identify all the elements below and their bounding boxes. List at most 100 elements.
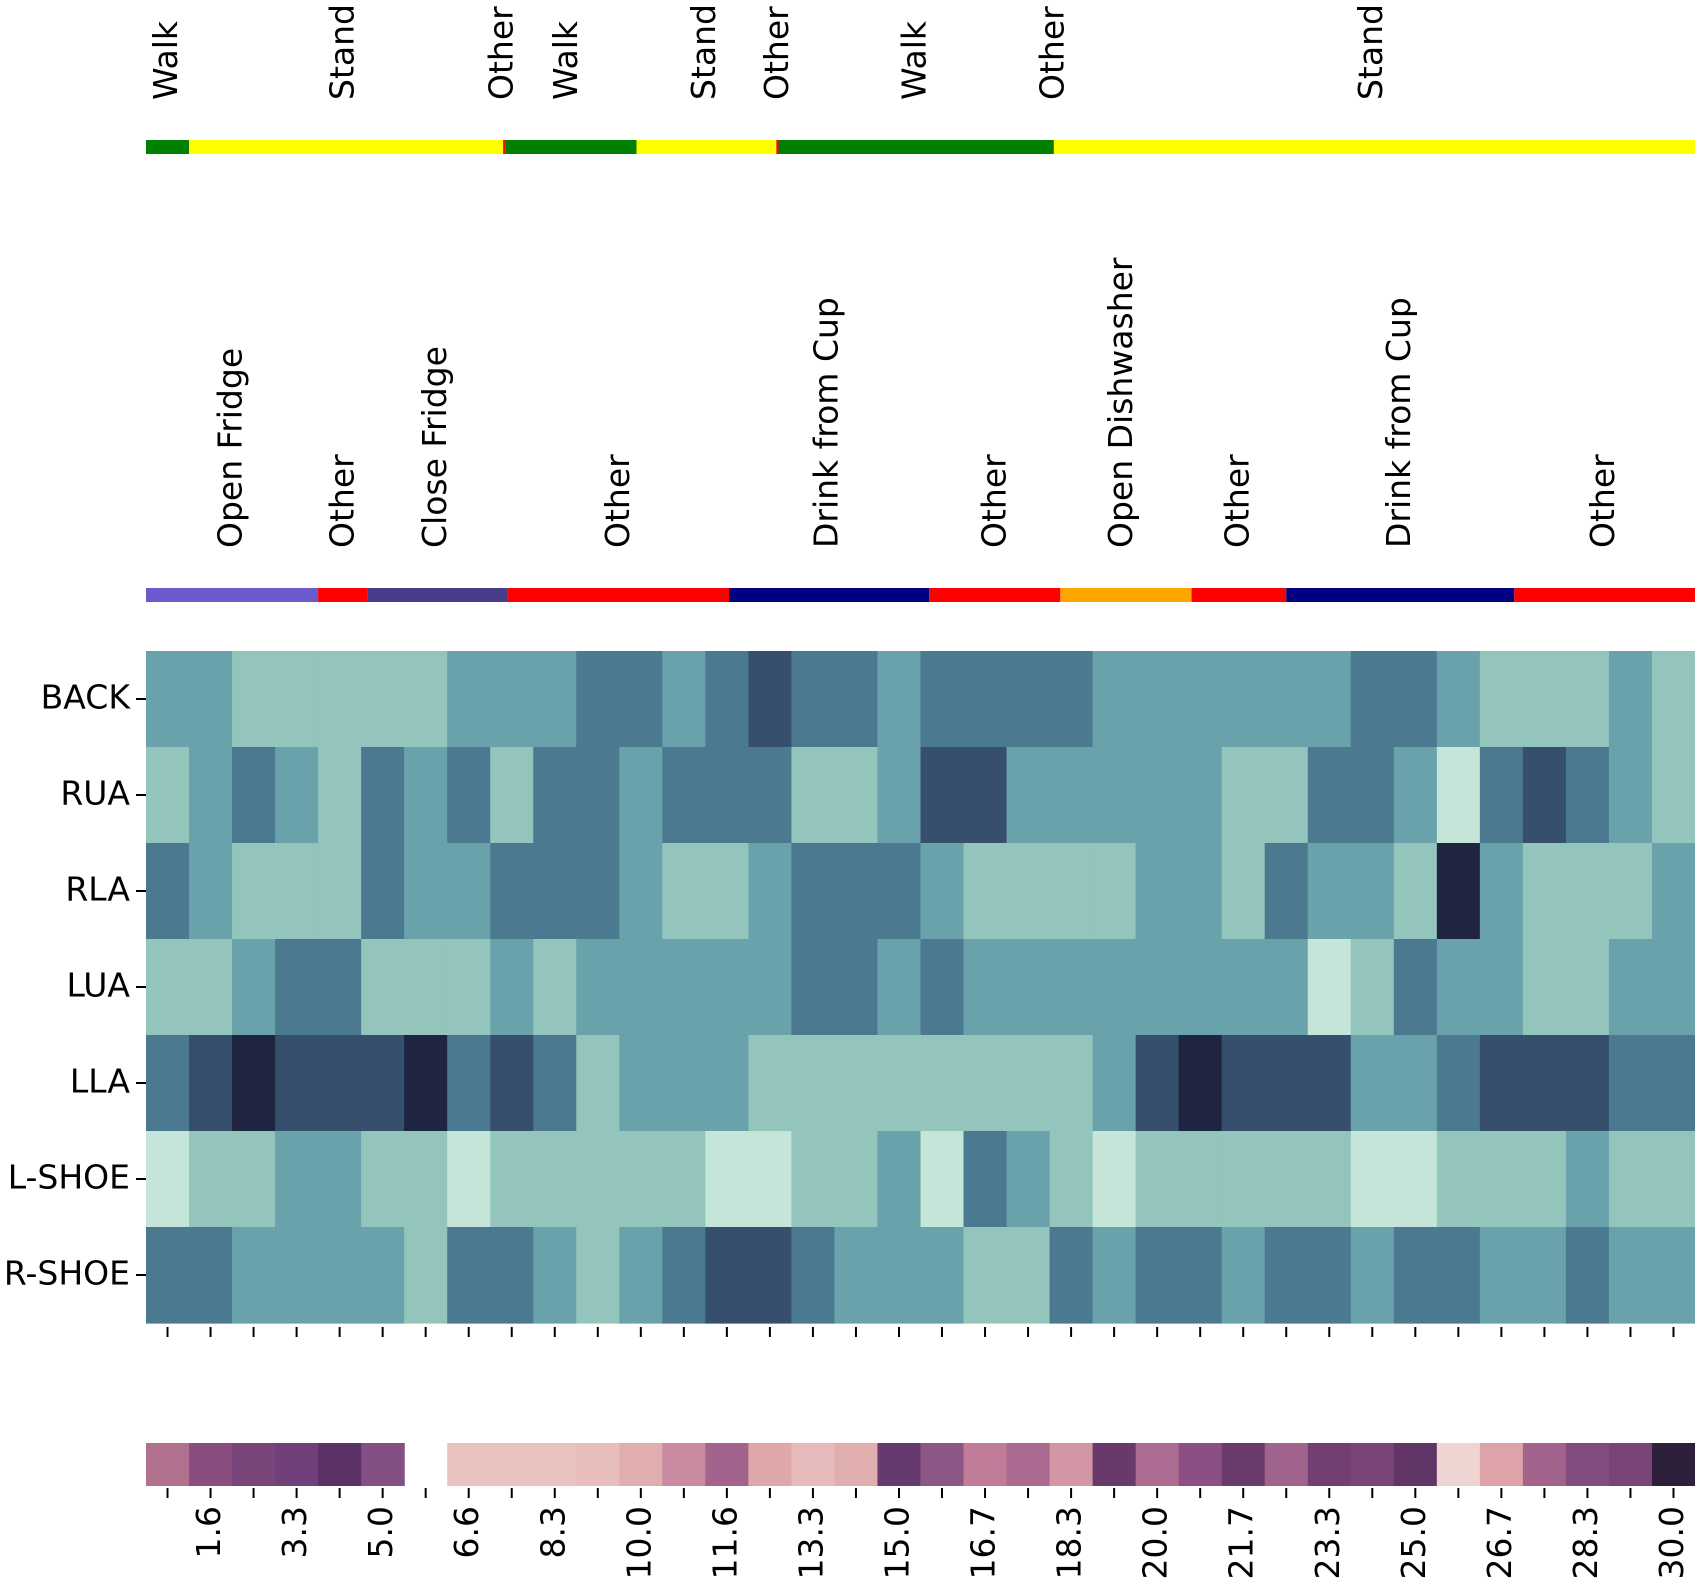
- strip-cell: [748, 1443, 793, 1486]
- heatmap-cell: [1436, 651, 1481, 748]
- heatmap-cell: [920, 843, 965, 940]
- heatmap-cell: [404, 651, 448, 748]
- x-tick-label: 15.0: [877, 1506, 916, 1579]
- heatmap-cell: [447, 1131, 491, 1228]
- heatmap-cell: [1092, 843, 1137, 940]
- heatmap-cell: [705, 939, 749, 1036]
- x-tick-label: 30.0: [1652, 1506, 1691, 1579]
- heatmap-cell: [791, 747, 836, 844]
- heatmap-cell: [1651, 1131, 1695, 1228]
- heatmap-cell: [1307, 1227, 1352, 1324]
- heatmap-cell: [1135, 1227, 1180, 1324]
- strip-cell: [275, 1443, 319, 1486]
- heatmap-cell: [1350, 1035, 1395, 1132]
- locomotion-labels: Walk Stand Other Walk Stand Other Walk Other Sta…: [146, 4, 1390, 100]
- heatmap-cell: [1006, 1131, 1051, 1228]
- heatmap-cell: [791, 1035, 836, 1132]
- strip-cell: [232, 1443, 276, 1486]
- heatmap-cell: [963, 843, 1008, 940]
- x-tick-label: 18.3: [1050, 1506, 1089, 1579]
- locomotion-label: Stand: [322, 4, 361, 100]
- x-tick-label: 26.7: [1480, 1506, 1519, 1579]
- heatmap-cell: [1135, 843, 1180, 940]
- heatmap-cell: [1393, 747, 1438, 844]
- heatmap-cell: [1307, 939, 1352, 1036]
- heatmap-cell: [1135, 1131, 1180, 1228]
- heatmap-cell: [1651, 1227, 1695, 1324]
- activity-segment: [146, 588, 319, 602]
- heatmap-cell: [1393, 1227, 1438, 1324]
- heatmap-cell: [1608, 747, 1653, 844]
- strip-cell: [1006, 1443, 1051, 1486]
- heatmap-cell: [748, 939, 793, 1036]
- strip-cell: [963, 1443, 1008, 1486]
- heatmap-cell: [1565, 843, 1610, 940]
- heatmap-cell: [1565, 747, 1610, 844]
- heatmap-cell: [404, 1035, 448, 1132]
- heatmap-cell: [1178, 651, 1223, 748]
- heatmap-cell: [619, 1035, 663, 1132]
- heatmap-cell: [533, 747, 577, 844]
- strip-cell: [705, 1443, 749, 1486]
- heatmap-cell: [361, 1035, 405, 1132]
- heatmap-cell: [834, 1227, 879, 1324]
- heatmap-cell: [404, 843, 448, 940]
- heatmap-cell: [662, 1227, 706, 1324]
- activity-labels: Open Fridge Other Close Fridge Other Drink f…: [211, 257, 1623, 548]
- heatmap-cell: [576, 843, 620, 940]
- heatmap-cell: [318, 1131, 362, 1228]
- locomotion-track: [146, 140, 1695, 154]
- heatmap-cell: [1006, 1227, 1051, 1324]
- heatmap-cell: [1135, 747, 1180, 844]
- heatmap-cell: [1393, 1035, 1438, 1132]
- heatmap-cell: [705, 1035, 749, 1132]
- heatmap-cell: [404, 939, 448, 1036]
- heatmap-cell: [533, 651, 577, 748]
- heatmap-cell: [1092, 1227, 1137, 1324]
- heatmap-cell: [1221, 939, 1266, 1036]
- heatmap-cell: [1565, 1035, 1610, 1132]
- heatmap-cell: [146, 651, 190, 748]
- locomotion-label: Other: [757, 6, 796, 100]
- heatmap-cell: [834, 1035, 879, 1132]
- x-tick-label: 28.3: [1566, 1506, 1605, 1579]
- heatmap-cell: [1393, 843, 1438, 940]
- heatmap-cell: [1651, 1035, 1695, 1132]
- heatmap-cell: [1221, 747, 1266, 844]
- heatmap-cell: [1393, 939, 1438, 1036]
- x-tick-label: 13.3: [791, 1506, 830, 1579]
- heatmap-cell: [662, 843, 706, 940]
- heatmap-cell: [447, 747, 491, 844]
- heatmap-cell: [963, 651, 1008, 748]
- heatmap-cell: [1264, 651, 1309, 748]
- heatmap-cell: [662, 747, 706, 844]
- heatmap-cell: [1049, 747, 1094, 844]
- heatmap-cell: [1651, 939, 1695, 1036]
- locomotion-segment: [1053, 140, 1695, 154]
- locomotion-label: Other: [1032, 6, 1071, 100]
- heatmap-cell: [576, 1035, 620, 1132]
- heatmap-cell: [1350, 939, 1395, 1036]
- locomotion-label: Stand: [684, 4, 723, 100]
- row-label: L-SHOE: [8, 1158, 130, 1197]
- heatmap-cell: [1092, 747, 1137, 844]
- heatmap-cell: [533, 1035, 577, 1132]
- heatmap-cell: [1135, 651, 1180, 748]
- heatmap-cell: [318, 1227, 362, 1324]
- heatmap-cell: [318, 1035, 362, 1132]
- heatmap-cell: [1608, 843, 1653, 940]
- heatmap-cell: [1393, 651, 1438, 748]
- strip-cell: [1651, 1443, 1695, 1486]
- heatmap-cell: [1092, 1035, 1137, 1132]
- heatmap-cell: [1393, 1131, 1438, 1228]
- heatmap-cell: [1479, 939, 1524, 1036]
- activity-segment: [729, 588, 930, 602]
- strip-cell: [920, 1443, 965, 1486]
- locomotion-segment: [503, 140, 506, 154]
- heatmap-cell: [1049, 1131, 1094, 1228]
- heatmap-cell: [748, 747, 793, 844]
- heatmap-cell: [146, 939, 190, 1036]
- activity-label: Close Fridge: [415, 346, 454, 548]
- locomotion-label: Walk: [146, 20, 185, 100]
- heatmap-cell: [877, 651, 922, 748]
